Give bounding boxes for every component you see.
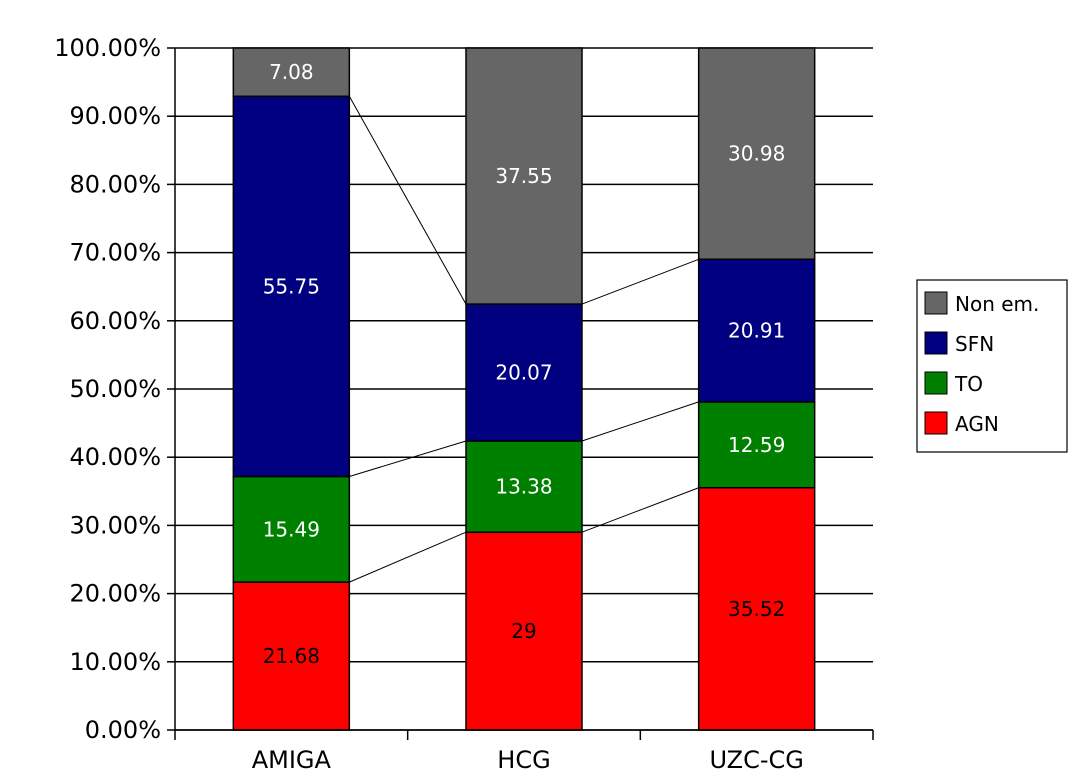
y-tick-label: 70.00%	[69, 239, 161, 267]
legend-swatch	[924, 411, 948, 435]
series-connector-line	[349, 440, 467, 477]
y-tick-label: 20.00%	[69, 580, 161, 608]
bar-segment	[697, 47, 816, 261]
y-tick-label: 80.00%	[69, 170, 161, 198]
data-label: 15.49	[263, 517, 320, 541]
data-labels: 21.68 15.49 55.75 7.08 29 13.38 20.07 37.55 35.5…	[263, 60, 786, 668]
series-connector-lines	[348, 96, 699, 583]
legend: Non em. SFN TO AGN	[916, 279, 1068, 453]
legend-label: AGN	[955, 412, 999, 436]
y-tick-label: 40.00%	[69, 443, 161, 471]
data-label: 20.91	[728, 319, 785, 343]
legend-label: SFN	[955, 332, 994, 356]
data-label: 35.52	[728, 597, 785, 621]
bar-segment	[465, 531, 583, 731]
data-label: 55.75	[263, 274, 320, 298]
x-category-label: UZC-CG	[709, 746, 803, 774]
legend-swatch	[924, 291, 948, 315]
bar-segment	[465, 47, 583, 305]
y-tick-label: 30.00%	[69, 511, 161, 539]
legend-swatch	[924, 371, 948, 395]
y-tick-label: 0.00%	[85, 716, 161, 744]
y-tick-label: 60.00%	[69, 307, 161, 335]
data-label: 37.55	[495, 164, 552, 188]
y-tick-label: 100.00%	[54, 34, 161, 62]
legend-label: Non em.	[955, 292, 1039, 316]
data-label: 12.59	[728, 433, 785, 457]
data-label: 20.07	[495, 361, 552, 385]
data-label: 30.98	[728, 142, 785, 166]
axes: 0.00% 10.00% 20.00% 30.00% 40.00% 50.00% 60.00…	[54, 34, 874, 774]
bar-segment	[232, 475, 351, 583]
series-connector-line	[349, 531, 467, 583]
bar-segment	[232, 95, 351, 478]
data-label: 7.08	[269, 60, 314, 84]
series-connector-line	[581, 258, 699, 305]
bar-segment	[232, 47, 351, 98]
series-connector-line	[581, 487, 699, 533]
bar-segment	[232, 581, 351, 731]
y-tick-label: 90.00%	[69, 102, 161, 130]
series-connector-line	[348, 96, 467, 305]
bar-segment	[697, 401, 816, 489]
data-label: 13.38	[495, 475, 552, 499]
legend-label: TO	[954, 372, 983, 396]
series-connector-line	[581, 401, 699, 442]
data-label: 29	[511, 619, 536, 643]
bars	[232, 47, 816, 731]
x-category-label: HCG	[497, 746, 550, 774]
y-tick-label: 50.00%	[69, 375, 161, 403]
data-label: 21.68	[263, 644, 320, 668]
x-category-label: AMIGA	[252, 746, 332, 774]
legend-swatch	[924, 331, 948, 355]
bar-segment	[697, 487, 816, 731]
y-tick-label: 10.00%	[69, 648, 161, 676]
bar-segment	[465, 440, 583, 533]
